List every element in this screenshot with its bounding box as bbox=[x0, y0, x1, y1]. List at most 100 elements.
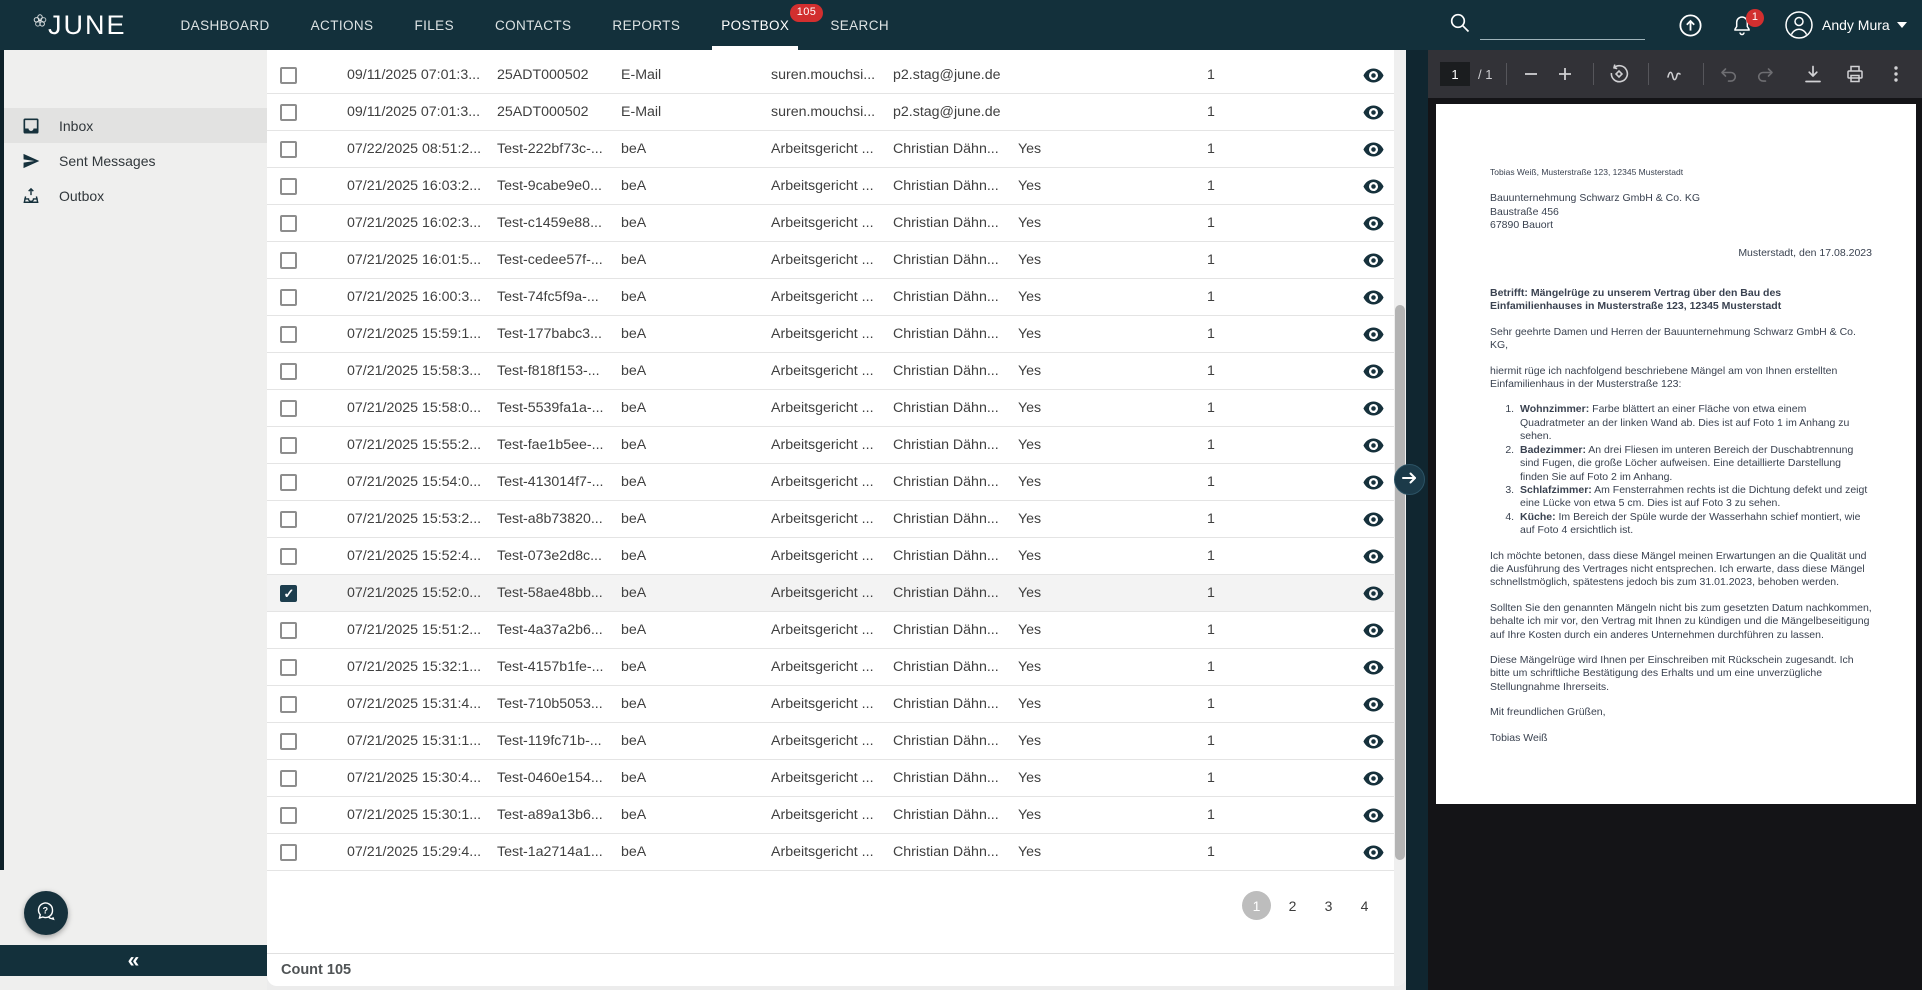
view-message-button[interactable] bbox=[1360, 512, 1386, 527]
table-row[interactable]: 07/21/2025 16:00:3... Test-74fc5f9a-... … bbox=[267, 279, 1406, 316]
view-message-button[interactable] bbox=[1360, 364, 1386, 379]
nav-item-postbox[interactable]: POSTBOX 105 bbox=[712, 0, 824, 50]
table-row[interactable]: 09/11/2025 07:01:3... 25ADT000502 E-Mail… bbox=[267, 57, 1406, 94]
table-row[interactable]: 07/21/2025 15:31:4... Test-710b5053... b… bbox=[267, 686, 1406, 723]
ink-annotation-button[interactable] bbox=[1659, 59, 1689, 89]
table-row[interactable]: 07/21/2025 15:32:1... Test-4157b1fe-... … bbox=[267, 649, 1406, 686]
table-row[interactable]: 07/21/2025 15:30:1... Test-a89a13b6... b… bbox=[267, 797, 1406, 834]
table-row[interactable]: 07/21/2025 15:59:1... Test-177babc3... b… bbox=[267, 316, 1406, 353]
row-checkbox[interactable] bbox=[280, 214, 297, 232]
row-checkbox[interactable] bbox=[280, 325, 297, 343]
nav-item-actions[interactable]: ACTIONS bbox=[310, 17, 374, 33]
user-avatar[interactable] bbox=[1784, 10, 1814, 40]
zoom-out-button[interactable] bbox=[1517, 60, 1545, 88]
more-options-kebab-icon[interactable] bbox=[1882, 60, 1910, 88]
user-name[interactable]: Andy Mura bbox=[1822, 17, 1890, 33]
nav-item-reports[interactable]: REPORTS bbox=[612, 17, 681, 33]
view-message-button[interactable] bbox=[1360, 438, 1386, 453]
view-message-button[interactable] bbox=[1360, 105, 1386, 120]
sidebar-item-sent-messages[interactable]: Sent Messages bbox=[0, 143, 267, 178]
upload-button[interactable] bbox=[1677, 12, 1704, 39]
sidebar-item-inbox[interactable]: Inbox bbox=[0, 108, 267, 143]
row-checkbox[interactable] bbox=[280, 103, 297, 121]
row-checkbox[interactable] bbox=[280, 732, 297, 750]
row-checkbox[interactable] bbox=[280, 658, 297, 676]
row-checkbox[interactable] bbox=[280, 621, 297, 639]
row-checkbox[interactable] bbox=[280, 769, 297, 787]
view-message-button[interactable] bbox=[1360, 68, 1386, 83]
row-checkbox[interactable] bbox=[280, 584, 297, 602]
nav-item-contacts[interactable]: CONTACTS bbox=[494, 17, 572, 33]
view-message-button[interactable] bbox=[1360, 401, 1386, 416]
view-message-button[interactable] bbox=[1360, 771, 1386, 786]
view-message-button[interactable] bbox=[1360, 808, 1386, 823]
table-row[interactable]: 07/21/2025 15:31:1... Test-119fc71b-... … bbox=[267, 723, 1406, 760]
table-row[interactable]: 07/21/2025 15:58:3... Test-f818f153-... … bbox=[267, 353, 1406, 390]
search-input[interactable] bbox=[1480, 15, 1645, 40]
row-checkbox[interactable] bbox=[280, 473, 297, 491]
app-logo[interactable]: JUNE bbox=[33, 10, 127, 41]
help-chat-button[interactable]: ? bbox=[24, 891, 68, 935]
view-message-button[interactable] bbox=[1360, 142, 1386, 157]
row-checkbox[interactable] bbox=[280, 399, 297, 417]
rotate-page-button[interactable] bbox=[1604, 59, 1634, 89]
view-message-button[interactable] bbox=[1360, 549, 1386, 564]
view-message-button[interactable] bbox=[1360, 475, 1386, 490]
row-checkbox[interactable] bbox=[280, 140, 297, 158]
row-checkbox[interactable] bbox=[280, 362, 297, 380]
table-row[interactable]: 07/21/2025 15:55:2... Test-fae1b5ee-... … bbox=[267, 427, 1406, 464]
bell-icon[interactable] bbox=[1730, 13, 1754, 37]
undo-button[interactable] bbox=[1714, 59, 1744, 89]
view-message-button[interactable] bbox=[1360, 586, 1386, 601]
row-checkbox[interactable] bbox=[280, 695, 297, 713]
collapse-sidebar-button[interactable]: « bbox=[0, 945, 267, 976]
row-checkbox[interactable] bbox=[280, 251, 297, 269]
view-message-button[interactable] bbox=[1360, 845, 1386, 860]
nav-item-dashboard[interactable]: DASHBOARD bbox=[180, 17, 270, 33]
table-row[interactable]: 09/11/2025 07:01:3... 25ADT000502 E-Mail… bbox=[267, 94, 1406, 131]
table-row[interactable]: 07/21/2025 15:51:2... Test-4a37a2b6... b… bbox=[267, 612, 1406, 649]
table-row[interactable]: 07/21/2025 16:02:3... Test-c1459e88... b… bbox=[267, 205, 1406, 242]
table-row[interactable]: 07/21/2025 15:30:4... Test-0460e154... b… bbox=[267, 760, 1406, 797]
row-checkbox[interactable] bbox=[280, 843, 297, 861]
table-row[interactable]: 07/21/2025 15:58:0... Test-5539fa1a-... … bbox=[267, 390, 1406, 427]
nav-item-files[interactable]: FILES bbox=[414, 17, 454, 33]
view-message-button[interactable] bbox=[1360, 623, 1386, 638]
page-button[interactable]: 1 bbox=[1242, 891, 1271, 920]
row-checkbox[interactable] bbox=[280, 66, 297, 84]
table-row[interactable]: 07/21/2025 15:52:0... Test-58ae48bb... b… bbox=[267, 575, 1406, 612]
next-message-button[interactable] bbox=[1394, 464, 1425, 495]
row-checkbox[interactable] bbox=[280, 510, 297, 528]
table-row[interactable]: 07/21/2025 15:54:0... Test-413014f7-... … bbox=[267, 464, 1406, 501]
view-message-button[interactable] bbox=[1360, 697, 1386, 712]
print-button[interactable] bbox=[1840, 59, 1870, 89]
view-message-button[interactable] bbox=[1360, 327, 1386, 342]
view-message-button[interactable] bbox=[1360, 253, 1386, 268]
page-button[interactable]: 3 bbox=[1314, 891, 1343, 920]
table-row[interactable]: 07/21/2025 16:03:2... Test-9cabe9e0... b… bbox=[267, 168, 1406, 205]
download-button[interactable] bbox=[1798, 59, 1828, 89]
nav-item-search[interactable]: SEARCH bbox=[830, 17, 889, 33]
page-button[interactable]: 2 bbox=[1278, 891, 1307, 920]
page-number-input[interactable]: 1 bbox=[1440, 62, 1470, 86]
redo-button[interactable] bbox=[1750, 59, 1780, 89]
table-row[interactable]: 07/21/2025 16:01:5... Test-cedee57f-... … bbox=[267, 242, 1406, 279]
table-row[interactable]: 07/22/2025 08:51:2... Test-222bf73c-... … bbox=[267, 131, 1406, 168]
row-checkbox[interactable] bbox=[280, 547, 297, 565]
view-message-button[interactable] bbox=[1360, 179, 1386, 194]
table-row[interactable]: 07/21/2025 15:29:4... Test-1a2714a1... b… bbox=[267, 834, 1406, 871]
view-message-button[interactable] bbox=[1360, 290, 1386, 305]
view-message-button[interactable] bbox=[1360, 216, 1386, 231]
view-message-button[interactable] bbox=[1360, 734, 1386, 749]
row-checkbox[interactable] bbox=[280, 806, 297, 824]
table-row[interactable]: 07/21/2025 15:52:4... Test-073e2d8c... b… bbox=[267, 538, 1406, 575]
table-row[interactable]: 07/21/2025 15:53:2... Test-a8b73820... b… bbox=[267, 501, 1406, 538]
user-menu-caret-icon[interactable] bbox=[1896, 22, 1907, 28]
zoom-in-button[interactable] bbox=[1551, 60, 1579, 88]
table-scrollbar[interactable] bbox=[1394, 50, 1406, 986]
row-checkbox[interactable] bbox=[280, 288, 297, 306]
row-checkbox[interactable] bbox=[280, 436, 297, 454]
view-message-button[interactable] bbox=[1360, 660, 1386, 675]
sidebar-item-outbox[interactable]: Outbox bbox=[0, 178, 267, 213]
row-checkbox[interactable] bbox=[280, 177, 297, 195]
